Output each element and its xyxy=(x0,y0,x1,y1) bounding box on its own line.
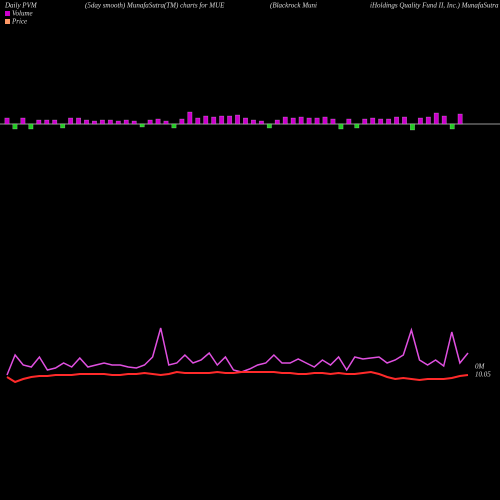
volume-bar xyxy=(52,119,58,125)
volume-bar xyxy=(20,117,26,125)
volume-bar xyxy=(274,119,280,125)
volume-bar xyxy=(306,117,312,125)
volume-bar xyxy=(330,118,336,125)
volume-bar xyxy=(92,120,97,125)
volume-bar xyxy=(28,123,34,130)
price-label: 10.05 xyxy=(475,371,491,379)
volume-bar xyxy=(123,119,129,125)
volume-bar xyxy=(441,115,447,125)
company-name-cont: iHoldings Quality Fund II, Inc.) MunafaS… xyxy=(370,2,499,10)
volume-bar xyxy=(68,117,74,125)
volume-bar xyxy=(266,123,272,129)
volume-bar xyxy=(155,118,161,125)
volume-bar xyxy=(354,123,360,129)
volume-bar xyxy=(84,119,89,125)
volume-bar xyxy=(378,118,384,125)
volume-bar xyxy=(76,117,81,125)
volume-bar xyxy=(417,117,423,125)
chart-title: Daily PVM xyxy=(4,2,38,10)
volume-bar xyxy=(433,112,439,125)
volume-bar xyxy=(139,123,145,128)
volume-bar xyxy=(386,118,392,125)
volume-bar xyxy=(425,116,431,125)
volume-bar xyxy=(410,123,415,131)
series-line xyxy=(6,370,469,384)
volume-bar xyxy=(243,117,248,125)
series-line xyxy=(6,327,469,376)
volume-bar xyxy=(195,117,201,125)
volume-bar xyxy=(298,116,304,125)
volume-bar xyxy=(44,119,50,125)
volume-bar xyxy=(36,119,42,125)
volume-bar xyxy=(322,116,328,125)
company-name: (Blackrock Muni xyxy=(270,2,317,10)
legend-swatch xyxy=(5,19,10,24)
legend-label: Volume xyxy=(12,10,33,18)
volume-bar xyxy=(338,123,344,130)
volume-bar xyxy=(12,123,18,130)
volume-label: 0M xyxy=(475,363,486,371)
volume-bar xyxy=(211,116,217,125)
volume-bar xyxy=(163,120,169,125)
volume-bar xyxy=(107,119,113,125)
volume-bar xyxy=(449,123,455,130)
legend-label: Price xyxy=(11,18,27,26)
volume-bar xyxy=(227,115,233,125)
volume-bar xyxy=(457,113,463,125)
volume-bar xyxy=(179,118,185,125)
volume-bar xyxy=(235,114,241,125)
volume-bar xyxy=(203,115,209,125)
volume-bar xyxy=(115,120,121,125)
volume-bar xyxy=(402,116,407,125)
volume-bar xyxy=(314,117,320,125)
volume-bar xyxy=(394,116,400,125)
volume-bar xyxy=(60,123,66,129)
volume-bar xyxy=(4,117,10,125)
volume-bar xyxy=(99,119,105,125)
volume-bar xyxy=(219,115,225,125)
volume-bar xyxy=(171,123,177,129)
volume-bar xyxy=(131,120,137,125)
legend-swatch xyxy=(5,11,10,16)
volume-bar xyxy=(346,118,352,125)
volume-bar xyxy=(362,118,368,125)
chart-subtitle: (5day smooth) MunafaSutra(TM) charts for… xyxy=(85,2,225,10)
volume-bar xyxy=(187,111,193,125)
volume-bar xyxy=(258,120,264,125)
volume-bar xyxy=(370,117,376,125)
volume-bar xyxy=(282,116,288,125)
volume-bar xyxy=(147,119,153,125)
volume-bar xyxy=(290,117,296,125)
volume-bar xyxy=(251,119,256,125)
